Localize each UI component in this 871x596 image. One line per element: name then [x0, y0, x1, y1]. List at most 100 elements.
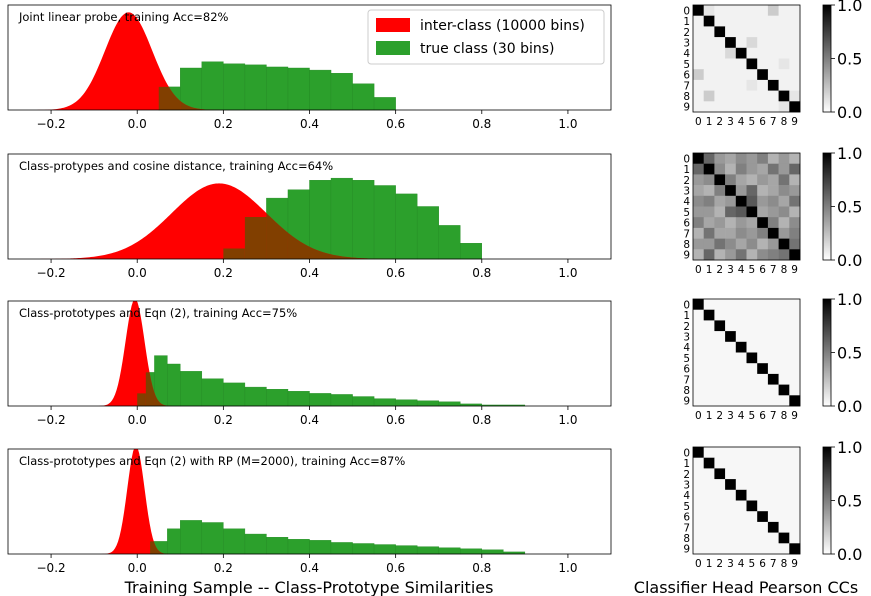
heatmap-cell: [693, 299, 704, 310]
heatmap-cell: [746, 174, 758, 186]
true-class-bar: [330, 177, 353, 260]
heatmap-cell: [703, 320, 715, 332]
true-class-bar: [373, 544, 396, 555]
inter-class-density: [8, 449, 611, 554]
heatmap-x-label: 1: [706, 264, 713, 276]
heatmap-cell: [789, 532, 801, 544]
heatmap-cell: [746, 69, 758, 81]
colorbar-tick-label: 1.0: [837, 0, 862, 15]
heatmap-y-label: 6: [683, 218, 690, 230]
heatmap-x-label: 3: [727, 264, 734, 276]
heatmap-cell: [725, 395, 737, 407]
x-tick-label: −0.2: [37, 413, 66, 427]
heatmap-cell: [789, 101, 801, 113]
heatmap-x-label: 6: [759, 116, 766, 128]
heatmap-x-label: 8: [781, 264, 788, 276]
heatmap-cell: [693, 47, 704, 59]
panel-title: Class-protypes and cosine distance, trai…: [19, 159, 333, 173]
heatmap-cell: [714, 47, 726, 59]
true-class-bar: [167, 363, 181, 407]
heatmap-cell: [703, 468, 715, 480]
heatmap-cell: [746, 37, 758, 49]
colorbar-tick-label: 0.5: [837, 344, 862, 363]
heatmap-cell: [703, 299, 715, 310]
heatmap-cell: [703, 352, 715, 364]
heatmap-cell: [735, 206, 747, 218]
heatmap-cell: [767, 185, 779, 197]
heatmap-cell: [714, 500, 726, 512]
heatmap-cell: [767, 373, 779, 385]
heatmap-cell: [789, 163, 801, 175]
heatmap-cell: [789, 511, 801, 523]
heatmap-x-label: 7: [770, 264, 777, 276]
heatmap-cell: [789, 521, 801, 533]
true-class-bars: [158, 61, 396, 111]
left-xlabel: Training Sample -- Class-Prototype Simil…: [124, 578, 494, 596]
heatmap-cell: [767, 468, 779, 480]
heatmap-y-label: 4: [683, 490, 690, 502]
true-class-bar: [373, 398, 396, 407]
heatmap-cell: [725, 532, 737, 544]
heatmap-cell: [789, 384, 801, 396]
heatmap-cell: [757, 79, 769, 91]
heatmap-y-label: 4: [683, 196, 690, 208]
heatmap-cell: [778, 532, 790, 544]
heatmap-cell: [778, 174, 790, 186]
heatmap-cell: [767, 195, 779, 207]
heatmap-cell: [725, 227, 737, 239]
histogram-panel-3: Class-prototypes and Eqn (2), training A…: [7, 300, 612, 427]
heatmap-cell: [778, 309, 790, 321]
heatmap-x-label: 5: [749, 264, 756, 276]
overlap-segment: [137, 393, 146, 406]
overlap-segment: [150, 541, 168, 554]
heatmap-cell: [757, 69, 769, 81]
heatmap-cell: [725, 341, 737, 353]
heatmap-cell: [725, 37, 737, 49]
heatmap-cell: [789, 206, 801, 218]
heatmap-y-label: 8: [683, 385, 690, 397]
heatmap-cell: [714, 511, 726, 523]
heatmap-cell: [757, 163, 769, 175]
heatmap-cell: [703, 309, 715, 321]
legend-swatch: [376, 18, 410, 32]
heatmap-cell: [725, 511, 737, 523]
x-tick-label: 0.2: [214, 413, 233, 427]
heatmap-cell: [693, 37, 704, 49]
heatmap-cell: [703, 15, 715, 27]
heatmap-cell: [735, 238, 747, 250]
heatmap-cell: [757, 153, 769, 164]
heatmap-cell: [735, 500, 747, 512]
legend-label: true class (30 bins): [420, 41, 555, 57]
heatmap-cell: [767, 543, 779, 555]
true-class-bar: [266, 66, 289, 111]
true-class-bar: [223, 63, 246, 111]
heatmap-x-label: 7: [770, 558, 777, 570]
true-class-bar: [309, 180, 332, 260]
heatmap-cell: [693, 352, 704, 364]
heatmap-cell: [757, 299, 769, 310]
colorbar-tick-label: 1.0: [837, 438, 862, 457]
x-tick-label: 1.0: [558, 561, 577, 575]
heatmap-cell: [778, 331, 790, 343]
heatmap-cell: [767, 384, 779, 396]
heatmap-cell: [693, 101, 704, 113]
colorbar-gradient: [822, 298, 832, 407]
heatmap-cell: [789, 153, 801, 164]
heatmap-cell: [778, 37, 790, 49]
heatmap-cell: [778, 500, 790, 512]
heatmap-cell: [714, 521, 726, 533]
overlap-region: [223, 213, 439, 259]
x-tick-label: 0.0: [128, 117, 147, 131]
heatmap-cell: [767, 500, 779, 512]
heatmap-cell: [703, 521, 715, 533]
heatmap-cell: [703, 363, 715, 375]
heatmap-cell: [757, 384, 769, 396]
heatmap-cell: [714, 479, 726, 491]
heatmap-cell: [778, 543, 790, 555]
heatmap-cell: [714, 320, 726, 332]
heatmap-frame: [692, 446, 801, 555]
heatmap-cell: [767, 447, 779, 458]
histogram-panel-4: Class-prototypes and Eqn (2) with RP (M=…: [7, 448, 612, 575]
